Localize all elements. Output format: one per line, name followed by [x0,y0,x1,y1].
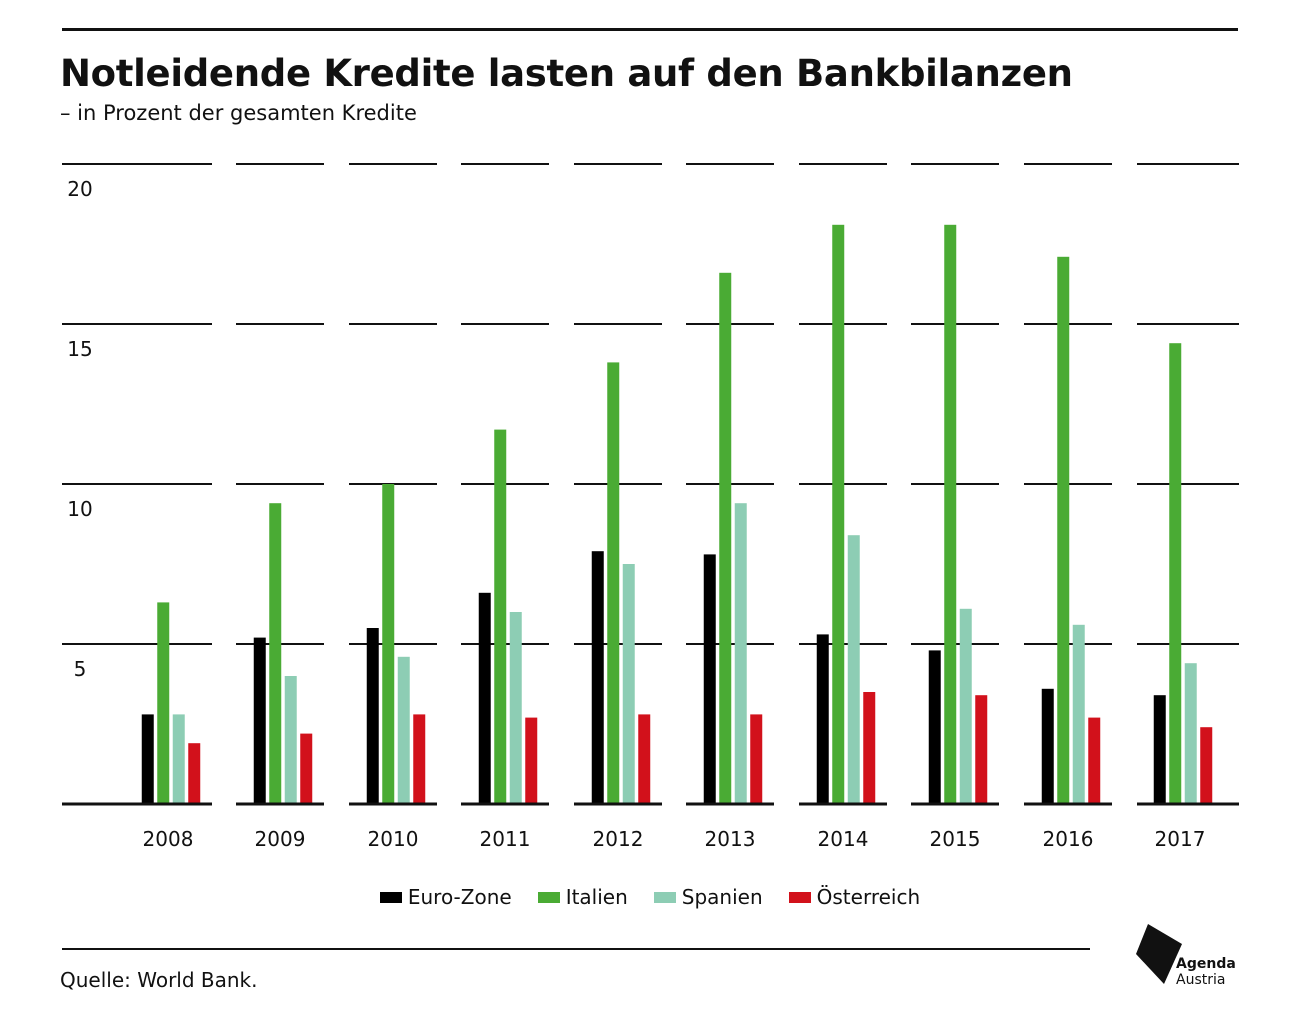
bar-italien [494,429,507,804]
source-note: Quelle: World Bank. [60,968,258,992]
bar-euro-zone [141,714,154,804]
bar-euro-zone [478,592,491,804]
bar-euro-zone [1041,688,1054,804]
bar-österreich [188,743,201,804]
bar-euro-zone [366,628,379,804]
legend-item: Italien [537,885,628,909]
bar-österreich [975,695,988,804]
bar-italien [269,503,282,804]
y-tick-label: 10 [67,497,92,521]
bar-österreich [1200,727,1213,804]
legend-swatch [788,891,811,903]
legend-item: Österreich [788,885,921,909]
bar-italien [719,272,732,804]
legend-label: Euro-Zone [407,885,512,909]
legend-item: Spanien [653,885,763,909]
x-tick-label: 2012 [593,827,644,851]
bar-euro-zone [928,650,941,804]
bar-österreich [863,692,876,804]
chart-title: Notleidende Kredite lasten auf den Bankb… [60,52,1073,95]
chart-plot: 5 10 15 20 2008 2009 2010 2011 2012 2013 2014 2015 2… [62,163,1239,851]
bar-euro-zone [1153,695,1166,804]
legend-swatch [379,891,402,903]
legend: Euro-Zone Italien Spanien Österreich [0,885,1300,909]
bar-italien [607,362,620,804]
bar-italien [157,602,170,804]
bar-spanien [1184,663,1197,804]
legend-swatch [537,891,560,903]
bar-italien [832,224,845,805]
bar-österreich [525,717,538,804]
bar-spanien [622,564,635,804]
logo-text-agenda: Agenda [1176,956,1236,972]
bar-euro-zone [816,634,829,804]
bar-spanien [847,535,860,804]
x-tick-label: 2013 [705,827,756,851]
x-tick-label: 2014 [818,827,869,851]
x-tick-label: 2008 [143,827,194,851]
bar-spanien [509,612,522,804]
top-rule [62,28,1238,31]
chart-subtitle: – in Prozent der gesamten Kredite [60,101,417,125]
x-tick-label: 2017 [1155,827,1206,851]
bar-österreich [750,714,763,804]
bar-österreich [300,733,313,804]
bar-spanien [959,608,972,804]
bar-spanien [397,656,410,804]
bar-spanien [734,503,747,804]
x-tick-label: 2016 [1043,827,1094,851]
bar-österreich [1088,717,1101,804]
y-tick-label: 20 [67,177,92,201]
logo-mark [1136,924,1182,984]
legend-label: Spanien [681,885,763,909]
bar-spanien [172,714,185,804]
bar-euro-zone [253,637,266,804]
bar-österreich [638,714,651,804]
logo-text-austria: Austria [1176,972,1226,988]
y-tick-label: 5 [74,657,87,681]
bar-euro-zone [591,551,604,804]
x-tick-label: 2010 [368,827,419,851]
bar-euro-zone [703,554,716,804]
x-tick-label: 2009 [255,827,306,851]
y-tick-label: 15 [67,337,92,361]
legend-label: Italien [565,885,628,909]
bar-österreich [413,714,426,804]
bar-italien [1057,256,1070,804]
bar-italien [1169,343,1182,804]
legend-label: Österreich [816,885,921,909]
bottom-rule [62,948,1090,950]
x-tick-label: 2015 [930,827,981,851]
bar-italien [382,484,395,804]
legend-item: Euro-Zone [379,885,512,909]
x-tick-label: 2011 [480,827,531,851]
legend-swatch [653,891,676,903]
bar-spanien [1072,624,1085,804]
agenda-austria-logo [1136,924,1182,984]
bar-italien [944,224,957,805]
bar-spanien [284,676,297,804]
